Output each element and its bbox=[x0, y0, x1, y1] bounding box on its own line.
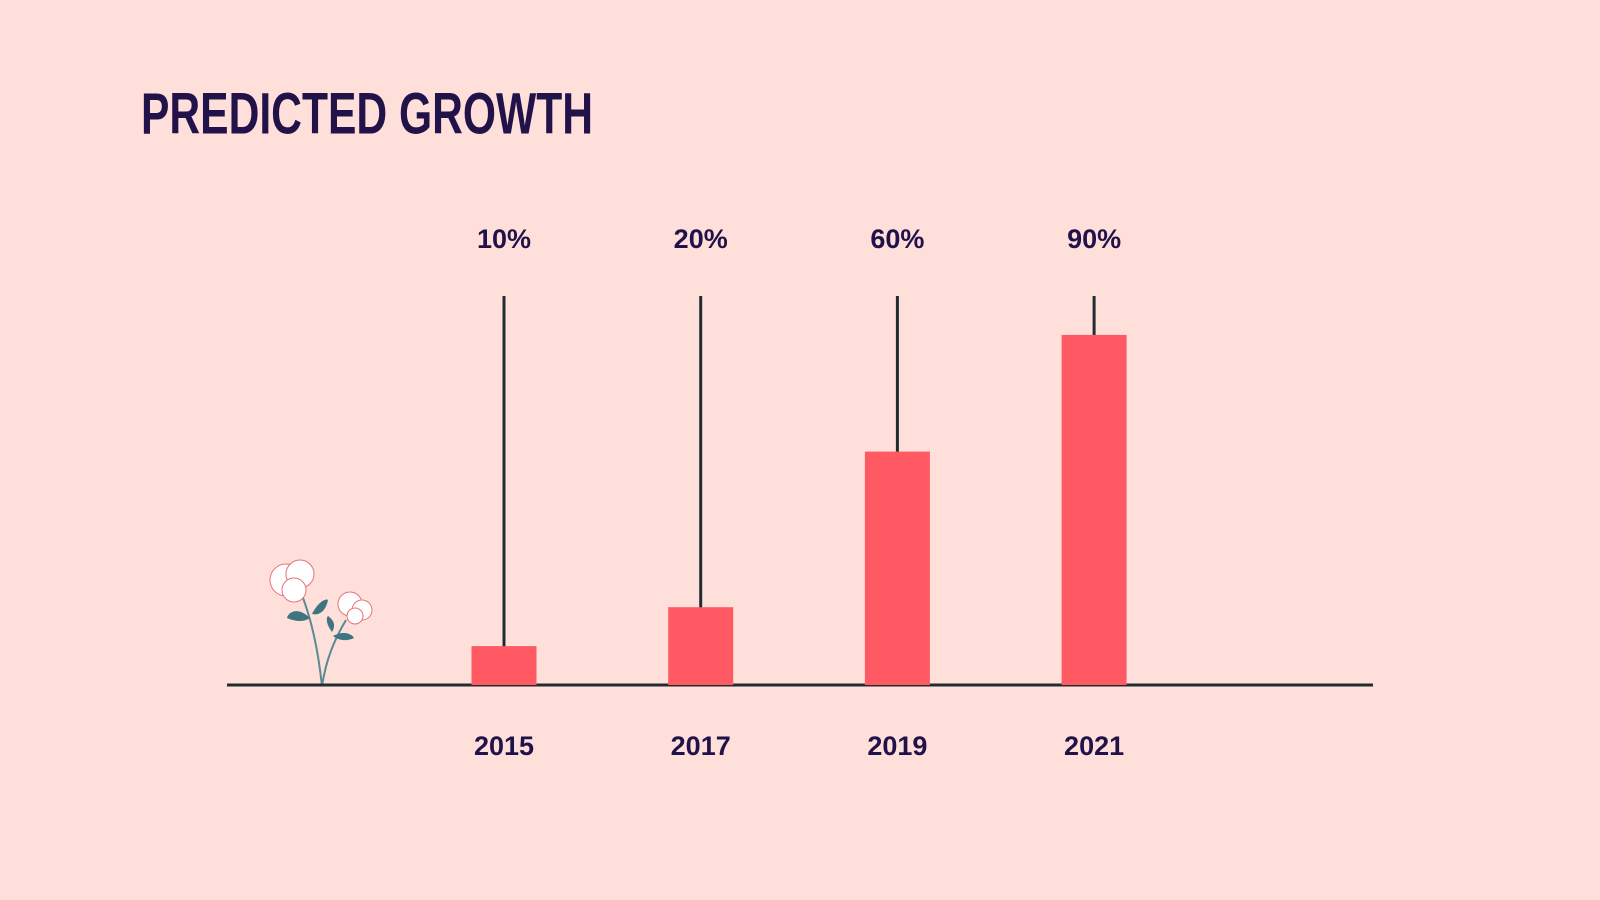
chart-title: PREDICTED GROWTH bbox=[141, 81, 593, 146]
value-label: 90% bbox=[1067, 224, 1121, 254]
value-label: 20% bbox=[674, 224, 728, 254]
bar bbox=[1061, 334, 1127, 685]
flower-decoration bbox=[269, 559, 373, 687]
x-tick-label: 2017 bbox=[671, 731, 731, 761]
bar bbox=[471, 646, 537, 685]
x-tick-label: 2015 bbox=[474, 731, 534, 761]
bar bbox=[864, 451, 930, 685]
bar bbox=[668, 607, 734, 685]
x-tick-label: 2021 bbox=[1064, 731, 1124, 761]
value-label: 60% bbox=[870, 224, 924, 254]
x-tick-label: 2019 bbox=[867, 731, 927, 761]
value-label: 10% bbox=[477, 224, 531, 254]
